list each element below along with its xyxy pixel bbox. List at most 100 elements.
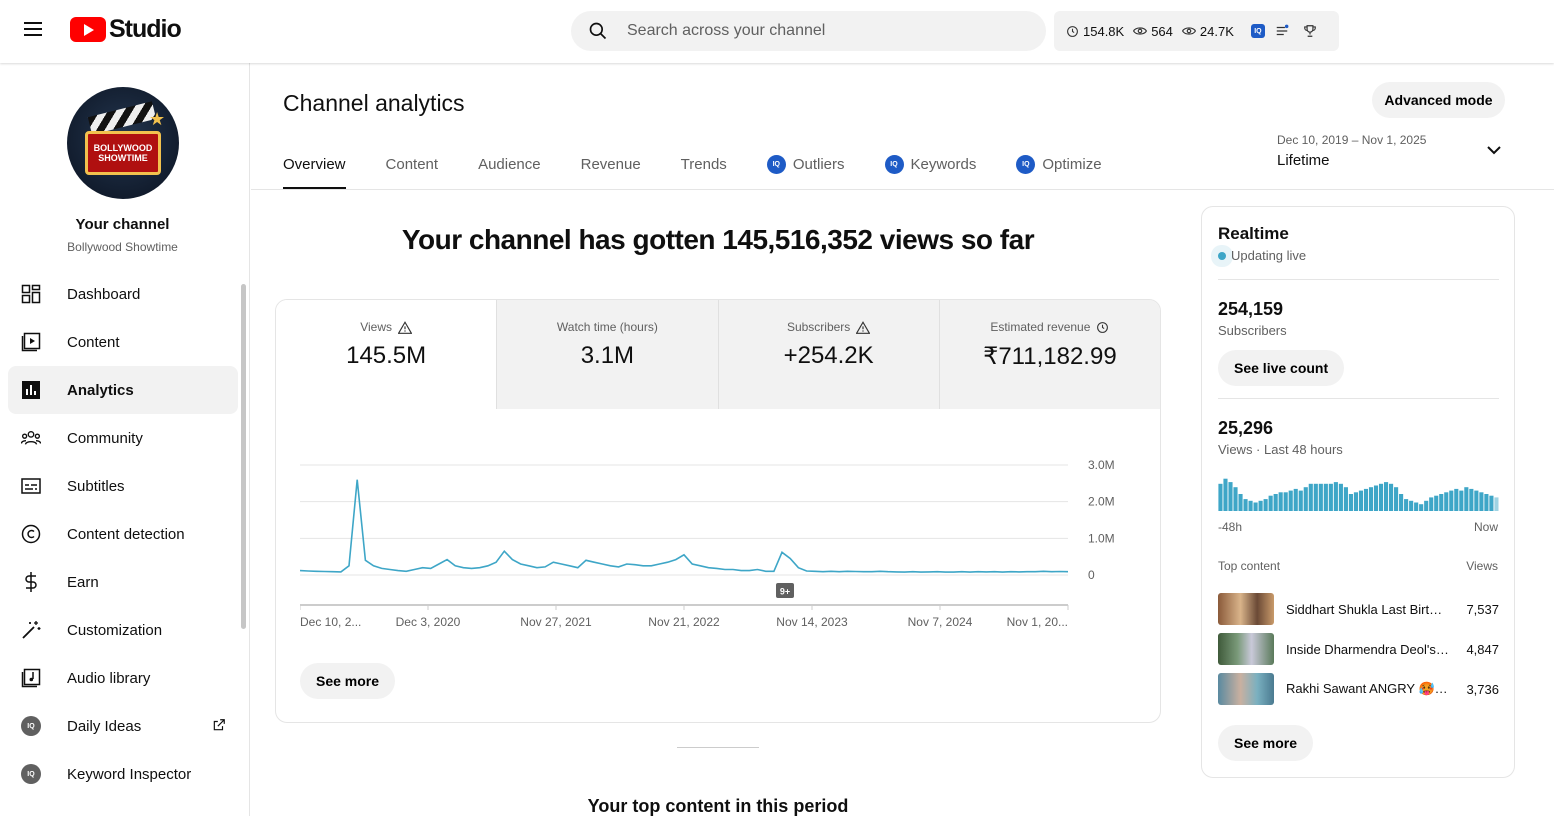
tab-audience[interactable]: Audience	[478, 156, 541, 173]
sidebar-item-dashboard[interactable]: Dashboard	[8, 270, 238, 318]
hourly-views-bar	[1328, 483, 1333, 511]
live-dot-icon	[1218, 251, 1226, 260]
channel-avatar[interactable]: ★ BOLLYWOOD SHOWTIME	[67, 87, 179, 199]
sidebar-item-customization[interactable]: Customization	[8, 606, 238, 654]
date-range-text: Dec 10, 2019 – Nov 1, 2025	[1277, 133, 1427, 147]
tab-optimize[interactable]: IQ Optimize	[1016, 140, 1102, 190]
sidebar-item-label: Earn	[67, 573, 99, 591]
hourly-views-bar	[1263, 499, 1268, 511]
sidebar-item-audio-library[interactable]: Audio library	[8, 654, 238, 702]
hourly-views-bar-chart[interactable]	[1218, 471, 1499, 511]
section-divider	[677, 747, 759, 748]
subtitles-icon	[21, 476, 41, 496]
hourly-views-bar	[1253, 502, 1258, 511]
list-icon[interactable]	[1275, 24, 1289, 38]
dashboard-icon	[21, 284, 41, 304]
tab-revenue[interactable]: Revenue	[580, 156, 641, 173]
tab-overview[interactable]: Overview	[283, 140, 346, 190]
logo-text: Studio	[109, 15, 182, 43]
external-link-icon	[213, 719, 225, 731]
annotation-marker-label: 9+	[780, 587, 790, 597]
see-more-button[interactable]: See more	[300, 663, 396, 699]
eye-icon	[1181, 27, 1196, 35]
trophy-icon[interactable]	[1303, 24, 1317, 38]
vidiq-icon: IQ	[766, 155, 786, 174]
top-content-row[interactable]: Inside Dharmendra Deol's… 4,847	[1218, 633, 1499, 665]
top-content-row[interactable]: Siddhart Shukla Last Birt… 7,537	[1218, 593, 1499, 625]
hourly-views-bar	[1429, 497, 1434, 511]
metric-watch-time[interactable]: Watch time (hours) 3.1M	[496, 300, 718, 409]
search-icon[interactable]	[588, 21, 608, 41]
community-icon	[21, 428, 41, 448]
realtime-views-stat: 564	[1133, 24, 1173, 39]
video-views: 4,847	[1466, 641, 1499, 657]
clock-icon	[1097, 321, 1109, 333]
hourly-views-bar	[1394, 487, 1399, 511]
top-content-row[interactable]: Rakhi Sawant ANGRY 🥵… 3,736	[1218, 673, 1499, 705]
y-tick-label: 2.0M	[1088, 495, 1115, 509]
x-tick-label: Nov 21, 2022	[648, 615, 720, 629]
stat-value: 24.7K	[1199, 23, 1234, 39]
metric-revenue[interactable]: Estimated revenue ₹711,182.99	[938, 300, 1160, 409]
hourly-views-bar	[1228, 482, 1233, 511]
subscriber-label: Subscribers	[1218, 323, 1287, 338]
sidebar-item-content[interactable]: Content	[8, 318, 238, 366]
tab-trends[interactable]: Trends	[680, 156, 727, 173]
views-column-label: Views	[1466, 559, 1498, 573]
search-bar[interactable]	[571, 11, 1046, 51]
search-input[interactable]	[627, 11, 1027, 51]
advanced-mode-button[interactable]: Advanced mode	[1372, 82, 1505, 118]
chevron-down-icon[interactable]	[1486, 145, 1502, 155]
hourly-views-bar	[1308, 483, 1313, 511]
views-line-chart[interactable]: 0 1.0M 2.0M 3.0M Dec 10, 2... Dec 3, 2020 Nov …	[300, 450, 1140, 640]
eye-icon	[1133, 27, 1148, 35]
axis-left-label: -48h	[1218, 520, 1243, 534]
hourly-views-bar	[1348, 494, 1353, 511]
sidebar-item-label: Daily Ideas	[67, 717, 142, 735]
sidebar-item-earn[interactable]: Earn	[8, 558, 238, 606]
video-thumbnail	[1218, 593, 1274, 625]
hourly-views-bar	[1424, 500, 1429, 511]
metric-views[interactable]: Views 145.5M	[276, 300, 497, 409]
sidebar-scrollbar[interactable]	[241, 284, 246, 629]
sidebar-item-keyword-inspector[interactable]: IQ Keyword Inspector	[8, 750, 238, 798]
date-range-picker[interactable]: Dec 10, 2019 – Nov 1, 2025 Lifetime	[1277, 133, 1501, 169]
vidiq-icon: IQ	[21, 716, 41, 736]
see-live-count-button[interactable]: See live count	[1218, 350, 1345, 386]
realtime-see-more-button[interactable]: See more	[1218, 725, 1314, 761]
tab-content[interactable]: Content	[385, 156, 439, 173]
sidebar-item-label: Subtitles	[67, 477, 125, 495]
hourly-views-bar	[1258, 500, 1263, 511]
sidebar-item-analytics[interactable]: Analytics	[8, 366, 238, 414]
tab-keywords[interactable]: IQ Keywords	[884, 140, 976, 190]
hourly-views-bar	[1248, 500, 1253, 511]
annotation-marker[interactable]	[776, 583, 794, 598]
metric-tabs: Views 145.5M Watch time (hours) 3.1M Sub…	[276, 300, 1160, 409]
vidiq-icon[interactable]: IQ	[1250, 24, 1265, 38]
video-thumbnail	[1218, 633, 1274, 665]
sidebar-item-label: Content detection	[67, 525, 185, 543]
video-title: Inside Dharmendra Deol's…	[1286, 641, 1449, 657]
hourly-views-bar	[1238, 494, 1243, 511]
menu-icon[interactable]	[21, 19, 45, 43]
sidebar-item-label: Content	[67, 333, 120, 351]
hourly-views-bar	[1399, 494, 1404, 511]
sidebar-item-community[interactable]: Community	[8, 414, 238, 462]
tab-outliers[interactable]: IQ Outliers	[766, 140, 845, 190]
hourly-views-bar	[1474, 490, 1479, 511]
vidiq-stats-bar: 154.8K 564 24.7K IQ	[1054, 11, 1339, 51]
metric-value: ₹711,182.99	[983, 343, 1117, 370]
metric-subscribers[interactable]: Subscribers +254.2K	[717, 300, 939, 409]
sidebar-item-content-detection[interactable]: Content detection	[8, 510, 238, 558]
sidebar-item-subtitles[interactable]: Subtitles	[8, 462, 238, 510]
page-title: Channel analytics	[283, 90, 465, 116]
studio-logo[interactable]: Studio	[70, 15, 182, 44]
live-status: Updating live	[1218, 248, 1306, 263]
sidebar-item-daily-ideas[interactable]: IQ Daily Ideas	[8, 702, 238, 750]
hourly-views-bar	[1323, 483, 1328, 511]
date-range-label: Lifetime	[1277, 152, 1330, 169]
sidebar-item-label: Analytics	[67, 381, 134, 399]
hourly-views-bar	[1454, 488, 1459, 511]
y-tick-label: 0	[1088, 568, 1095, 582]
hourly-views-bar	[1464, 487, 1469, 511]
